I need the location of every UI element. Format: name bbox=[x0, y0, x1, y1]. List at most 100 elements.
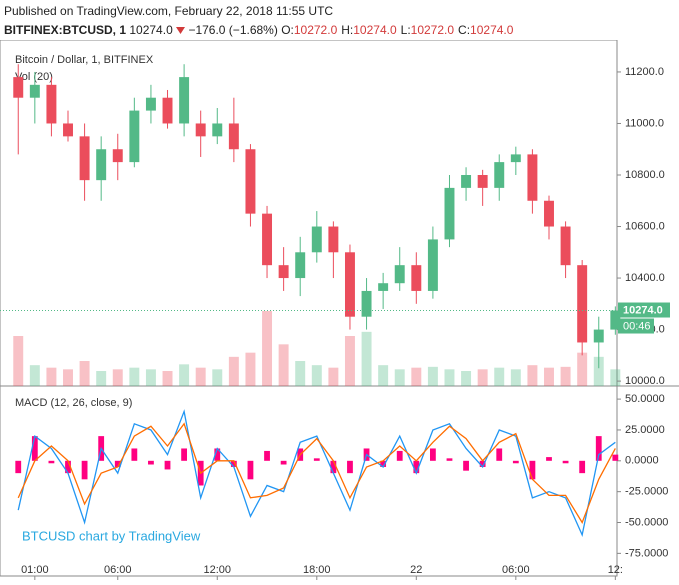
candle-body bbox=[494, 162, 505, 188]
volume-bar bbox=[494, 367, 505, 386]
candle-body bbox=[394, 265, 405, 284]
candle-body bbox=[295, 252, 306, 279]
symbol: BITFINEX:BTCUSD, 1 bbox=[4, 23, 127, 37]
candle-body bbox=[311, 226, 322, 253]
histogram-bar bbox=[313, 458, 320, 461]
volume-bar bbox=[145, 369, 156, 386]
ohlc-label: O: bbox=[281, 23, 294, 37]
histogram-bar bbox=[264, 450, 270, 461]
watermark: BTCUSD chart by TradingView bbox=[22, 528, 201, 543]
volume-bar bbox=[212, 369, 223, 386]
histogram-bar bbox=[280, 460, 287, 465]
y-tick-label: -50.0000 bbox=[625, 516, 668, 528]
histogram-bar bbox=[247, 460, 254, 480]
histogram-bar bbox=[148, 460, 154, 465]
y-tick-label: 0.0000 bbox=[625, 455, 659, 467]
header: Published on TradingView.com, February 2… bbox=[4, 2, 517, 40]
histogram-bar bbox=[31, 436, 38, 461]
last-price-box bbox=[618, 302, 670, 318]
candle-body bbox=[378, 283, 389, 291]
candle-body bbox=[179, 77, 190, 124]
histogram-bar bbox=[81, 460, 88, 480]
candle-body bbox=[328, 226, 339, 253]
candle-body bbox=[13, 77, 24, 98]
volume-bar bbox=[46, 367, 57, 386]
ohlc: O:10272.0 H:10274.0 L:10272.0 C:10274.0 bbox=[281, 23, 517, 37]
volume-bar bbox=[361, 331, 372, 386]
histogram-bar bbox=[546, 457, 552, 461]
x-tick-label: 18:00 bbox=[303, 564, 331, 576]
y-tick-label: 25.0000 bbox=[625, 424, 665, 436]
volume-bar bbox=[560, 366, 571, 386]
histogram-bar bbox=[164, 460, 171, 470]
volume-bar bbox=[13, 336, 24, 386]
volume-bar bbox=[63, 369, 73, 386]
histogram-bar bbox=[496, 448, 503, 461]
histogram-bar bbox=[214, 448, 221, 461]
candle-body bbox=[195, 123, 206, 137]
y-tick-label: 11200.0 bbox=[625, 66, 664, 78]
histogram-bar bbox=[48, 460, 55, 464]
ohlc-label: H: bbox=[341, 23, 354, 37]
frame bbox=[0, 40, 618, 577]
candle-body bbox=[212, 123, 223, 137]
candle-body bbox=[461, 174, 472, 188]
volume-bar bbox=[262, 311, 273, 386]
y-tick-label: 10400.0 bbox=[625, 272, 665, 284]
histogram-bar bbox=[595, 436, 602, 461]
candle-body bbox=[129, 110, 140, 163]
candle-body bbox=[610, 310, 621, 330]
volume-title: Vol (20) bbox=[15, 71, 53, 83]
histogram-bar bbox=[429, 448, 436, 461]
candle-body bbox=[46, 84, 57, 124]
y-tick-label: 10600.0 bbox=[625, 220, 665, 232]
candle-body bbox=[228, 123, 239, 150]
histogram-bar bbox=[463, 460, 469, 471]
candle-body bbox=[96, 149, 107, 181]
candle-body bbox=[560, 226, 571, 266]
histogram-bar bbox=[413, 460, 420, 474]
histogram-bar bbox=[230, 460, 237, 467]
histogram-bar bbox=[181, 448, 188, 461]
histogram-bar bbox=[512, 460, 519, 464]
candle-body bbox=[444, 187, 455, 240]
candle-body bbox=[411, 265, 422, 291]
volume-bar bbox=[444, 369, 455, 386]
histogram-bar bbox=[396, 450, 403, 461]
quote-line: BITFINEX:BTCUSD, 1 10274.0 −176.0 (−1.68… bbox=[4, 21, 517, 40]
histogram-bar bbox=[131, 448, 138, 461]
candle-body bbox=[278, 265, 289, 279]
histogram-bar bbox=[330, 460, 337, 474]
volume-bar bbox=[477, 369, 488, 386]
volume-bar bbox=[228, 356, 239, 386]
candle-body bbox=[593, 329, 604, 343]
candle-body bbox=[29, 84, 40, 98]
down-arrow bbox=[176, 27, 186, 35]
histogram-bar bbox=[579, 460, 586, 474]
candle-body bbox=[544, 200, 554, 227]
volume-bar bbox=[278, 344, 289, 386]
volume-bar bbox=[112, 369, 123, 386]
volume-bar bbox=[344, 336, 355, 386]
volume-bar bbox=[129, 367, 140, 386]
x-tick-label: 12:00 bbox=[204, 564, 232, 576]
countdown: 00:46 bbox=[623, 320, 651, 332]
candle-body bbox=[245, 149, 256, 214]
ohlc-value: 10274.0 bbox=[470, 23, 514, 37]
x-tick-label: 12: bbox=[608, 564, 623, 576]
volume-bar bbox=[427, 366, 438, 386]
candle-body bbox=[527, 154, 538, 201]
volume-bar bbox=[79, 361, 90, 386]
candle-body bbox=[112, 149, 123, 163]
x-tick-label: 01:00 bbox=[21, 564, 49, 576]
histogram-bar bbox=[446, 458, 453, 461]
ohlc-value: 10272.0 bbox=[293, 23, 338, 37]
volume-bar bbox=[527, 365, 538, 386]
volume-bar bbox=[544, 367, 554, 386]
volume-bar bbox=[577, 352, 588, 386]
candle-body bbox=[344, 252, 355, 317]
candle-body bbox=[510, 154, 521, 163]
candle-body bbox=[262, 213, 273, 266]
published: Published on TradingView.com, February 2… bbox=[4, 4, 334, 18]
